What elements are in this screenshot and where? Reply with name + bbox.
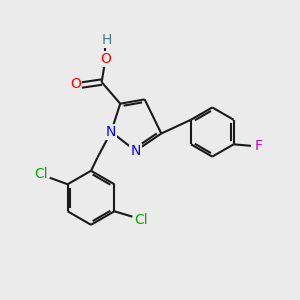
Text: Cl: Cl	[34, 167, 47, 181]
Text: Cl: Cl	[135, 213, 148, 227]
Text: H: H	[102, 33, 112, 47]
Text: O: O	[100, 52, 111, 66]
Text: O: O	[70, 77, 81, 92]
Text: N: N	[130, 144, 141, 158]
Text: N: N	[106, 125, 116, 139]
Text: F: F	[254, 139, 262, 153]
